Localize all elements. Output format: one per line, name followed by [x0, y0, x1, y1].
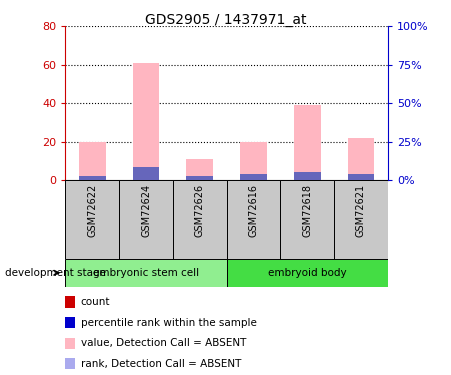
- Text: GSM72621: GSM72621: [356, 184, 366, 237]
- Bar: [294, 105, 321, 180]
- Bar: [348, 174, 374, 180]
- Bar: [348, 138, 374, 180]
- Bar: [65, 180, 119, 259]
- Text: GSM72618: GSM72618: [302, 184, 312, 237]
- Text: embryonic stem cell: embryonic stem cell: [93, 268, 199, 278]
- Bar: [79, 142, 106, 180]
- Bar: [240, 174, 267, 180]
- Text: GDS2905 / 1437971_at: GDS2905 / 1437971_at: [145, 13, 306, 27]
- Bar: [294, 172, 321, 180]
- Bar: [119, 180, 173, 259]
- Text: GSM72624: GSM72624: [141, 184, 151, 237]
- Text: embryoid body: embryoid body: [268, 268, 346, 278]
- Text: development stage: development stage: [5, 268, 106, 278]
- Text: percentile rank within the sample: percentile rank within the sample: [81, 318, 257, 327]
- Text: GSM72616: GSM72616: [249, 184, 258, 237]
- Bar: [334, 180, 388, 259]
- Text: GSM72626: GSM72626: [195, 184, 205, 237]
- Bar: [186, 176, 213, 180]
- Bar: [281, 180, 334, 259]
- Text: count: count: [81, 297, 110, 307]
- Bar: [65, 259, 226, 287]
- Text: rank, Detection Call = ABSENT: rank, Detection Call = ABSENT: [81, 359, 241, 369]
- Text: GSM72622: GSM72622: [87, 184, 97, 237]
- Bar: [133, 63, 160, 180]
- Bar: [226, 180, 281, 259]
- Bar: [186, 159, 213, 180]
- Bar: [173, 180, 226, 259]
- Bar: [226, 259, 388, 287]
- Bar: [240, 142, 267, 180]
- Bar: [133, 166, 160, 180]
- Text: value, Detection Call = ABSENT: value, Detection Call = ABSENT: [81, 338, 246, 348]
- Bar: [79, 176, 106, 180]
